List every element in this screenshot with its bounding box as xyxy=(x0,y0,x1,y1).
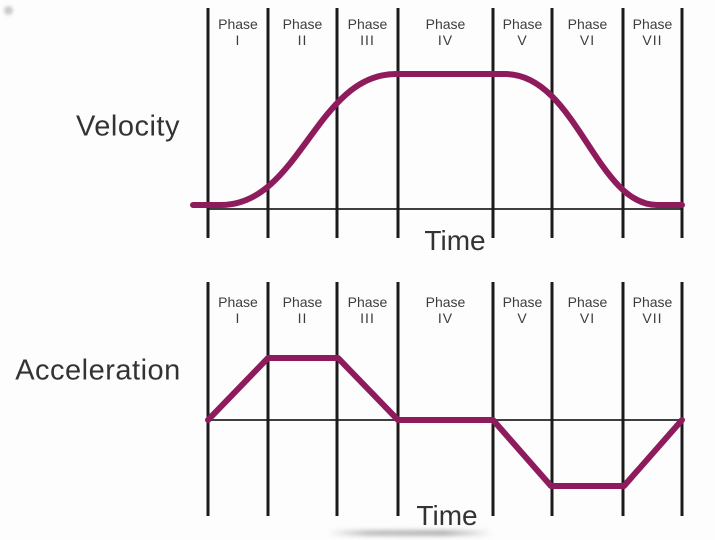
phase-label-i: Phase I xyxy=(218,294,258,326)
scan-smudge-bottom xyxy=(328,530,493,536)
phase-label-v: Phase V xyxy=(502,16,543,48)
phase-label-vii: Phase VII xyxy=(632,16,673,48)
acceleration-chart-title: Acceleration xyxy=(15,354,181,387)
phase-label-iii: Phase III xyxy=(347,16,388,48)
scan-smudge-top-left xyxy=(4,6,13,15)
velocity-chart-title: Velocity xyxy=(76,110,180,143)
phase-label-vii: Phase VII xyxy=(632,294,673,326)
acceleration-time-axis-label: Time xyxy=(416,500,478,531)
velocity-time-axis-label: Time xyxy=(424,225,486,256)
phase-label-ii: Phase II xyxy=(282,16,323,48)
phase-label-iii: Phase III xyxy=(347,294,388,326)
phase-label-vi: Phase VI xyxy=(567,294,608,326)
phase-label-i: Phase I xyxy=(218,16,258,48)
phase-label-iv: Phase IV xyxy=(425,16,466,48)
velocity-curve xyxy=(190,71,685,208)
acceleration-curve xyxy=(205,355,685,489)
phase-label-ii: Phase II xyxy=(282,294,323,326)
phase-label-v: Phase V xyxy=(502,294,543,326)
phase-label-vi: Phase VI xyxy=(567,16,608,48)
phase-label-iv: Phase IV xyxy=(425,294,466,326)
